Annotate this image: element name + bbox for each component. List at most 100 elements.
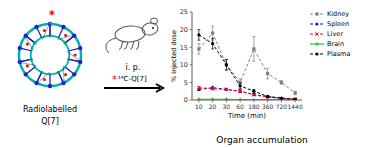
chart-title: Organ accumulation (216, 135, 307, 145)
error-bar (211, 38, 214, 49)
molecule-atom (33, 41, 36, 44)
annotation: Q[7] (41, 117, 59, 126)
molecule-atom (67, 58, 70, 61)
y-tick (190, 82, 193, 83)
error-bar (211, 99, 214, 100)
molecule-atom (43, 78, 46, 81)
series-line (199, 88, 295, 99)
x-axis-line (192, 100, 302, 101)
error-bar (266, 96, 269, 97)
marker (197, 98, 200, 100)
error-bar (225, 60, 228, 71)
mouse-body (114, 25, 145, 44)
marker (294, 98, 297, 100)
marker (294, 98, 297, 100)
error-bar (252, 89, 255, 93)
mouse-nose (157, 29, 158, 30)
series (197, 30, 296, 100)
marker (266, 98, 269, 100)
molecule-bond (42, 72, 59, 74)
y-axis-line (192, 12, 193, 100)
molecule-atom (24, 33, 28, 37)
marker (239, 98, 242, 100)
marker (211, 87, 214, 90)
y-axis-label: % injected dose (170, 30, 178, 82)
annotation: i. p. (126, 63, 141, 72)
figure: *RadiolabelledQ[7]i. p.*¹⁴C-Q[7]05101520… (0, 0, 378, 147)
error-bar (266, 96, 269, 97)
marker (280, 97, 283, 100)
molecule-atom (57, 71, 60, 74)
legend-label: Brain (327, 40, 344, 48)
error-bar (197, 99, 200, 100)
molecule-atom (24, 72, 28, 76)
marker (294, 91, 297, 94)
molecule (18, 22, 83, 88)
error-bar (239, 99, 242, 100)
error-bar (266, 68, 269, 79)
y-tick (190, 100, 193, 101)
molecule-atom (64, 34, 67, 37)
marker (197, 86, 200, 89)
marker (211, 42, 214, 45)
molecule-atom (34, 25, 38, 29)
marker (266, 72, 269, 75)
marker (280, 81, 283, 84)
marker (197, 47, 200, 50)
error-bar (211, 88, 214, 90)
mouse-leg (130, 41, 134, 50)
plot-area (197, 26, 297, 100)
marker (294, 97, 297, 100)
series (197, 26, 296, 95)
marker (239, 84, 242, 87)
legend-item: Spleen (310, 20, 349, 28)
mouse-leg (119, 41, 123, 50)
mouse-eye (152, 27, 154, 29)
arrow (104, 87, 160, 89)
series (197, 86, 296, 100)
error-bar (280, 97, 283, 99)
x-tick-label: 30 (223, 103, 231, 110)
error-bar (197, 87, 200, 89)
y-tick-label: 20 (180, 26, 188, 34)
marker (225, 88, 228, 91)
marker (280, 96, 284, 99)
molecule-atom (72, 33, 76, 37)
legend-marker (315, 42, 318, 45)
molecule-atom (48, 84, 52, 88)
series-line (199, 33, 295, 93)
legend-marker (315, 12, 318, 15)
molecule-bond (31, 43, 35, 59)
mouse-leg (124, 42, 128, 50)
molecule-atom (43, 29, 46, 32)
molecule-atom (64, 73, 67, 76)
y-tick (190, 47, 193, 48)
error-bar (294, 98, 297, 100)
error-bar (280, 97, 283, 99)
legend-item: Kidney (310, 10, 349, 18)
y-tick-label: 10 (180, 61, 188, 69)
x-tick-label: 20 (209, 103, 217, 110)
marker (211, 98, 214, 100)
x-axis-label: Time (min) (227, 112, 266, 120)
marker (266, 95, 270, 98)
marker (266, 95, 269, 98)
legend-marker (315, 22, 319, 25)
error-bar (225, 99, 228, 100)
x-tick-label: 720 (276, 103, 288, 110)
mouse-leg (136, 41, 139, 50)
legend-label: Liver (327, 30, 343, 38)
y-tick-label: 5 (184, 79, 188, 87)
molecule-atom (26, 43, 29, 46)
legend-label: Kidney (327, 10, 349, 18)
y-tick (190, 12, 193, 13)
series-line (199, 35, 295, 99)
molecule-atom (63, 41, 66, 44)
error-bar (239, 90, 242, 92)
y-tick (190, 64, 193, 65)
error-bar (197, 30, 200, 41)
marker (197, 33, 200, 36)
axes: 0510152025102030601803607201440 (180, 8, 303, 110)
x-tick-label: 60 (236, 103, 244, 110)
molecule-bond (49, 24, 50, 36)
